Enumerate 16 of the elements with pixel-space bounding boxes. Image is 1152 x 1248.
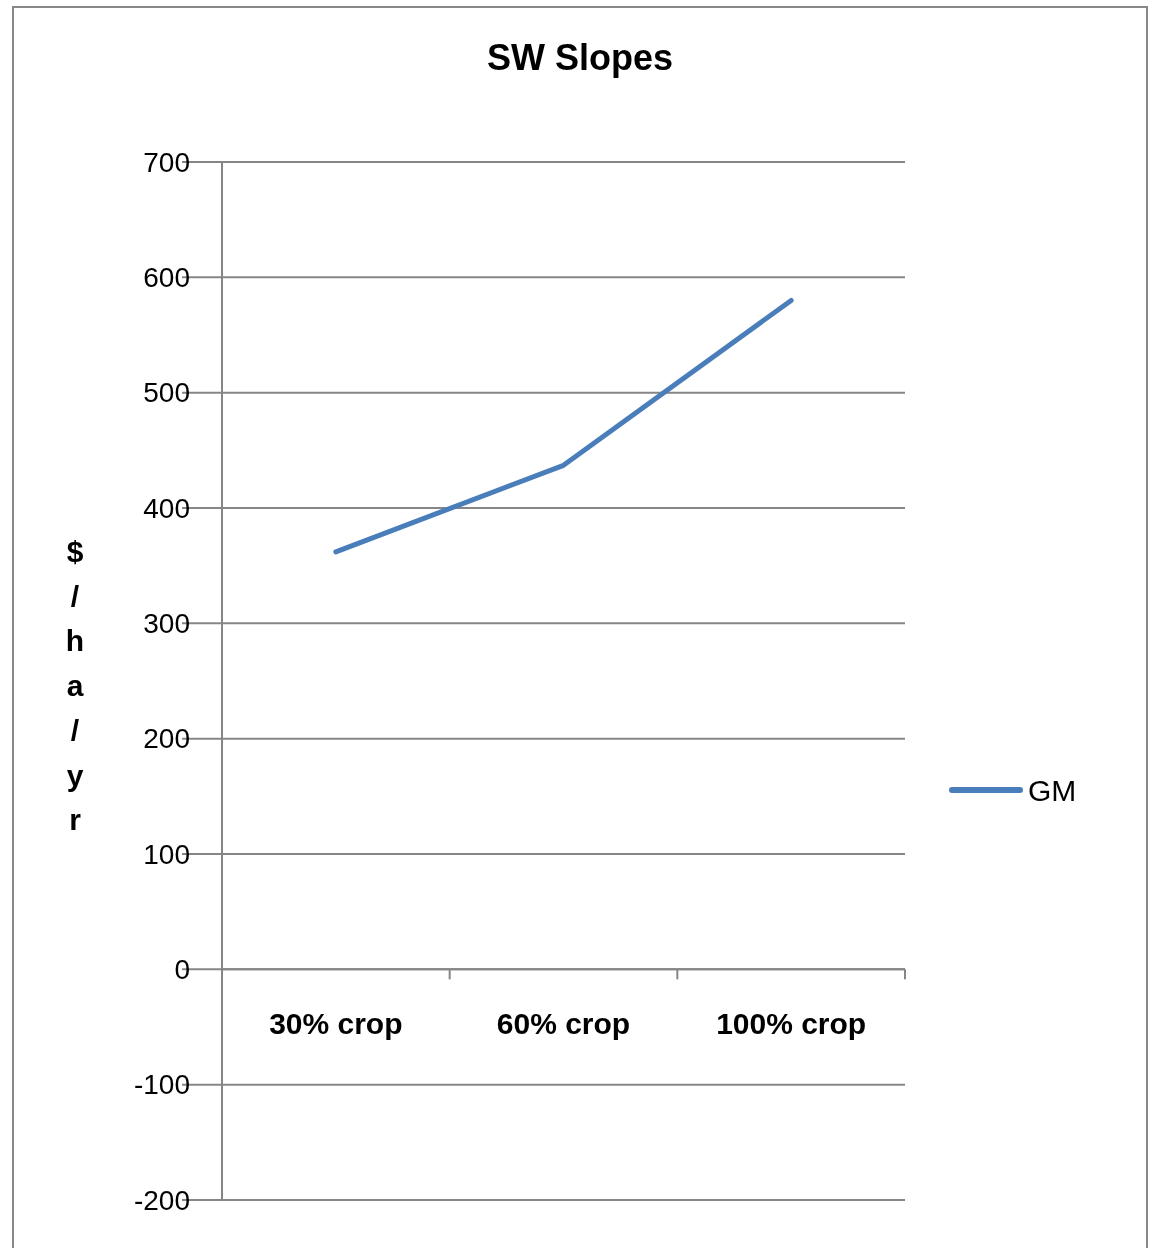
y-tick-label: 300 — [143, 608, 190, 640]
y-tick-label: 700 — [143, 146, 190, 178]
y-tick-label: -200 — [133, 1184, 190, 1216]
y-tick-label: 500 — [143, 377, 190, 409]
y-tick-label: 400 — [143, 492, 190, 524]
y-tick-label: 600 — [143, 262, 190, 294]
x-tick-label: 30% crop — [269, 1007, 403, 1041]
x-tick-label: 60% crop — [496, 1007, 631, 1041]
y-tick-label: 100 — [143, 838, 190, 870]
x-tick-label: 100% crop — [716, 1007, 867, 1041]
y-tick-label: -100 — [133, 1069, 190, 1101]
legend-label: GM — [1028, 773, 1077, 807]
y-tick-label: 200 — [143, 723, 190, 755]
y-axis-title: $/ha/yr — [65, 535, 85, 837]
chart-title: SW Slopes — [486, 37, 674, 78]
y-tick-label: 0 — [174, 954, 190, 986]
